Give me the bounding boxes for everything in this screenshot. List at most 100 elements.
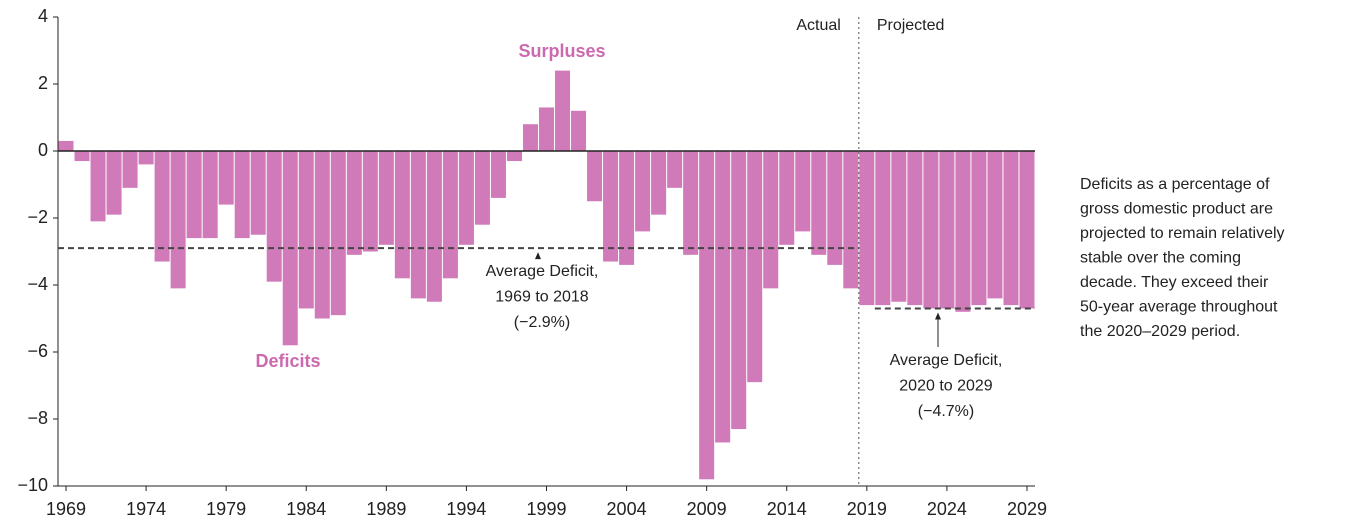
x-tick-label: 1984 [286, 499, 326, 519]
bar [907, 151, 923, 306]
x-tick-label: 1969 [46, 499, 86, 519]
bar [458, 151, 474, 245]
bar [58, 140, 74, 151]
bar [555, 70, 571, 151]
side-note: Deficits as a percentage of [1080, 176, 1270, 193]
average-label: (−4.7%) [918, 403, 974, 420]
x-tick-label: 1994 [446, 499, 486, 519]
bar [923, 151, 939, 309]
bar [1019, 151, 1035, 309]
divider-left-label: Actual [796, 17, 840, 34]
bar [763, 151, 779, 289]
bar [843, 151, 859, 289]
side-note: stable over the coming [1080, 250, 1241, 267]
x-tick-label: 2029 [1007, 499, 1047, 519]
y-tick-label: −4 [27, 274, 48, 294]
bar [811, 151, 827, 255]
bar [490, 151, 506, 198]
bar [314, 151, 330, 319]
y-tick-label: 4 [38, 6, 48, 26]
x-tick-label: 2004 [607, 499, 647, 519]
bar [522, 124, 538, 151]
bar [138, 151, 154, 165]
bar [795, 151, 811, 232]
x-tick-label: 1974 [126, 499, 166, 519]
bar [234, 151, 250, 239]
average-label: 1969 to 2018 [495, 289, 589, 306]
bar [603, 151, 619, 262]
bar [699, 151, 715, 480]
average-label: Average Deficit, [890, 352, 1003, 369]
bar [218, 151, 234, 205]
y-tick-label: −10 [17, 475, 48, 495]
bar [939, 151, 955, 309]
bar [154, 151, 170, 262]
bar [426, 151, 442, 302]
y-tick-label: −2 [27, 207, 48, 227]
bar [538, 107, 555, 151]
bar [266, 151, 282, 282]
bar [827, 151, 843, 265]
bar [619, 151, 635, 265]
x-tick-label: 1999 [526, 499, 566, 519]
bar [971, 151, 987, 306]
bar [106, 151, 122, 215]
bar [587, 151, 603, 202]
side-note: the 2020–2029 period. [1080, 323, 1240, 340]
bar [362, 151, 378, 252]
side-note: gross domestic product are [1080, 201, 1273, 218]
bar [779, 151, 795, 245]
annotation: Surpluses [518, 41, 605, 61]
bar [250, 151, 266, 235]
bar [635, 151, 651, 232]
y-tick-label: 0 [38, 140, 48, 160]
bar [90, 151, 106, 222]
bar [747, 151, 763, 383]
bar [891, 151, 907, 302]
x-tick-label: 2019 [847, 499, 887, 519]
bar [731, 151, 747, 430]
bar [74, 151, 90, 162]
bar [410, 151, 426, 299]
bar [651, 151, 667, 215]
bar [987, 151, 1003, 299]
side-note: decade. They exceed their [1080, 274, 1269, 291]
bar [170, 151, 186, 289]
x-tick-label: 2024 [927, 499, 967, 519]
y-tick-label: 2 [38, 73, 48, 93]
average-label: Average Deficit, [486, 263, 599, 280]
divider-right-label: Projected [877, 17, 945, 34]
bar [474, 151, 490, 225]
y-tick-label: −6 [27, 341, 48, 361]
bar [186, 151, 202, 239]
bar [683, 151, 699, 255]
bar [667, 151, 683, 188]
average-label: 2020 to 2029 [899, 378, 993, 395]
side-note: 50-year average throughout [1080, 299, 1278, 316]
bar [346, 151, 362, 255]
bar [394, 151, 410, 279]
y-tick-label: −8 [27, 408, 48, 428]
bar [875, 151, 891, 306]
arrow-head [535, 252, 541, 260]
bar [330, 151, 346, 316]
bar [955, 151, 971, 312]
x-tick-label: 2009 [687, 499, 727, 519]
bar [1003, 151, 1019, 306]
bar [859, 151, 875, 306]
bar [298, 151, 314, 309]
bar [378, 151, 394, 245]
annotation: Deficits [255, 351, 320, 371]
x-tick-label: 2014 [767, 499, 807, 519]
bar [202, 151, 218, 239]
bar [571, 110, 587, 151]
bar [122, 151, 138, 188]
bar [442, 151, 458, 279]
bar [506, 151, 522, 162]
x-tick-label: 1979 [206, 499, 246, 519]
average-label: (−2.9%) [514, 314, 570, 331]
x-tick-label: 1989 [366, 499, 406, 519]
arrow-head [935, 312, 941, 320]
side-note: projected to remain relatively [1080, 225, 1285, 242]
